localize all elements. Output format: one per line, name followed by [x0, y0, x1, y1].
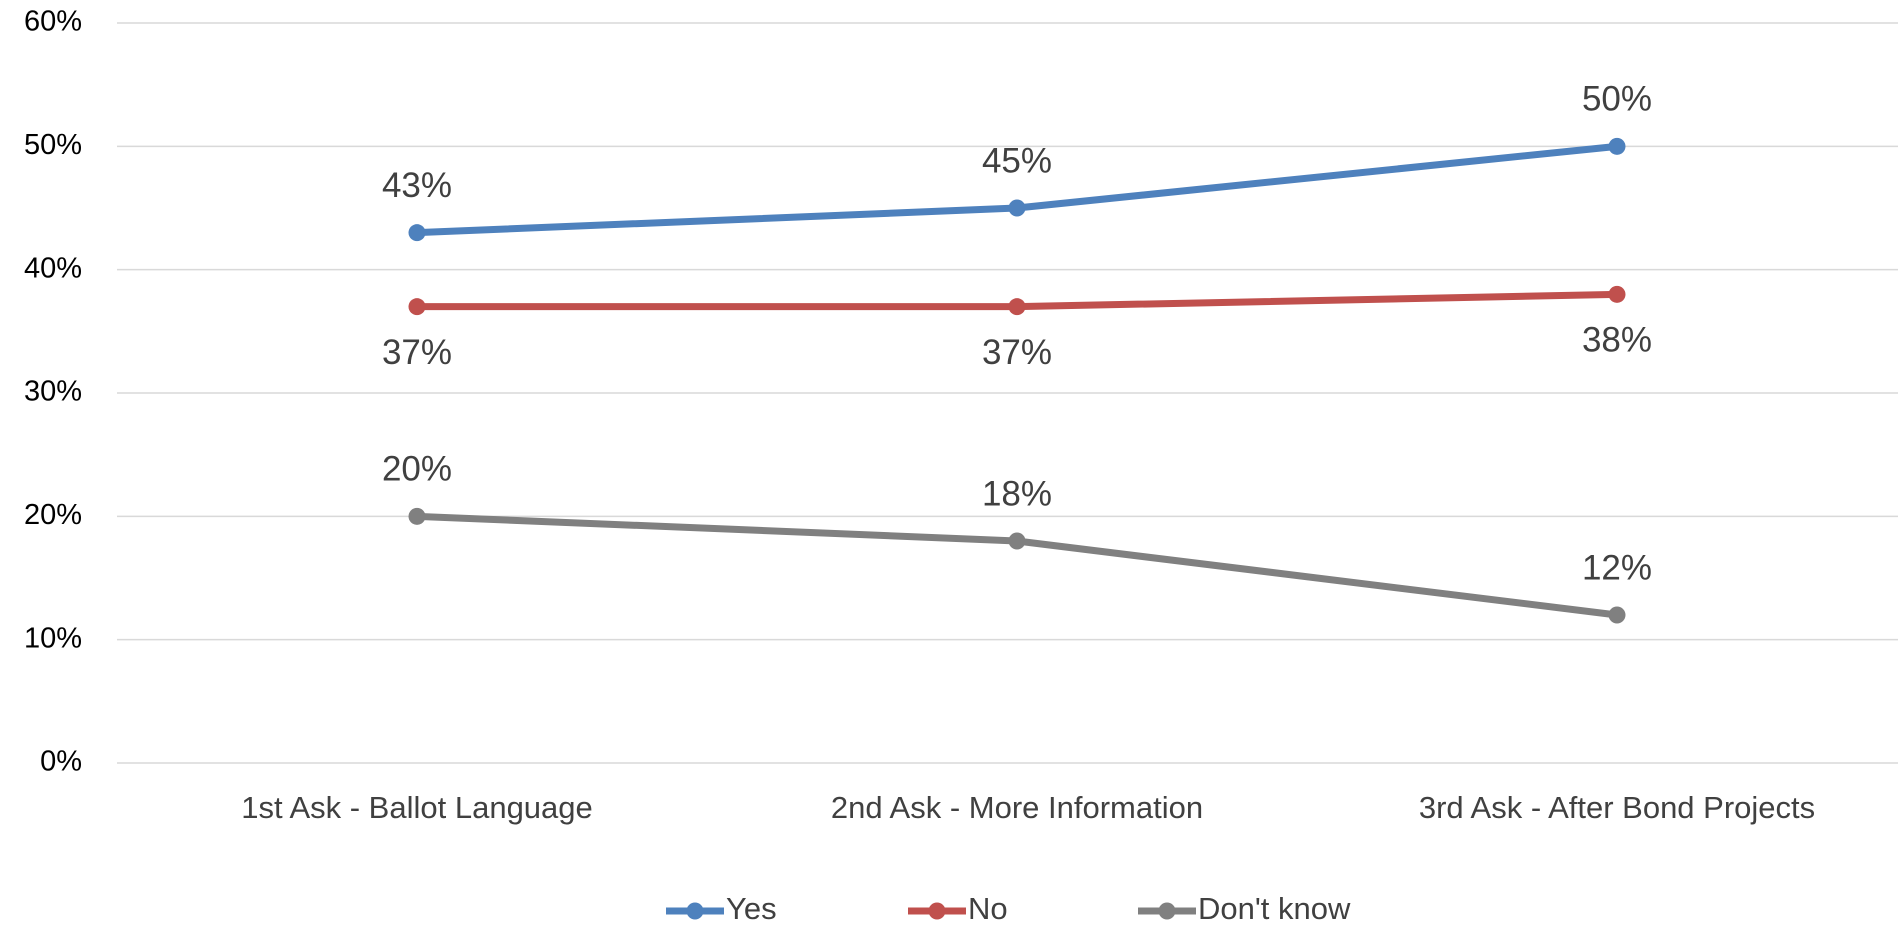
x-tick-label: 3rd Ask - After Bond Projects	[1419, 790, 1815, 825]
y-tick-label: 60%	[24, 6, 82, 38]
data-label: 38%	[1582, 321, 1652, 360]
data-label: 50%	[1582, 80, 1652, 119]
point	[408, 507, 426, 525]
data-label: 45%	[982, 141, 1052, 180]
point	[408, 224, 426, 242]
y-tick-label: 0%	[40, 746, 82, 778]
legend-label: Don't know	[1198, 891, 1351, 926]
y-tick-label: 20%	[24, 499, 82, 531]
data-label: 20%	[382, 450, 452, 489]
point	[1008, 199, 1026, 217]
legend-label: Yes	[726, 891, 777, 926]
point	[1008, 298, 1026, 316]
legend-marker	[1158, 902, 1176, 920]
data-label: 37%	[982, 333, 1052, 372]
x-tick-label: 2nd Ask - More Information	[831, 790, 1203, 825]
x-tick-label: 1st Ask - Ballot Language	[241, 790, 593, 825]
legend-marker	[686, 902, 704, 920]
y-tick-label: 40%	[24, 252, 82, 284]
data-label: 12%	[1582, 548, 1652, 587]
legend-marker	[928, 902, 946, 920]
y-tick-label: 30%	[24, 376, 82, 408]
data-label: 43%	[382, 166, 452, 205]
point	[1608, 137, 1626, 155]
y-tick-label: 50%	[24, 129, 82, 161]
legend-label: No	[968, 891, 1008, 926]
point	[1008, 532, 1026, 550]
y-tick-label: 10%	[24, 622, 82, 654]
data-label: 37%	[382, 333, 452, 372]
series-line	[416, 512, 1618, 619]
point	[1608, 285, 1626, 303]
data-label: 18%	[982, 474, 1052, 513]
point	[1608, 606, 1626, 624]
point	[408, 298, 426, 316]
